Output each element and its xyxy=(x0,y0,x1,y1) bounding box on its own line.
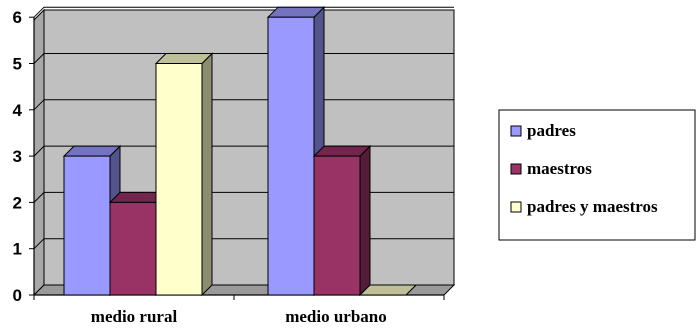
legend-swatch xyxy=(510,163,522,175)
y-axis-ticks: 0 1 2 3 4 5 6 xyxy=(13,8,23,305)
bar-front xyxy=(63,155,111,296)
y-tick-label: 2 xyxy=(13,193,22,212)
x-tick-label: medio urbano xyxy=(285,307,387,326)
gridline-side xyxy=(33,53,45,64)
bar xyxy=(358,284,418,296)
bar-top xyxy=(312,145,372,157)
gridline-side xyxy=(33,145,45,157)
legend-label: padres xyxy=(527,121,576,140)
bar-side xyxy=(201,52,213,297)
gridline-side xyxy=(33,192,45,203)
bar-front xyxy=(109,201,157,296)
y-tick-label: 1 xyxy=(13,240,22,259)
bar-front xyxy=(313,155,361,296)
y-tick-label: 5 xyxy=(13,55,22,74)
bar-top xyxy=(266,6,326,18)
x-axis-labels: medio rural medio urbano xyxy=(91,307,387,326)
bar-front xyxy=(267,16,315,296)
y-tick-label: 0 xyxy=(13,286,22,305)
bars xyxy=(62,5,418,297)
legend-label: padres y maestros xyxy=(527,197,658,216)
bar-top xyxy=(62,145,122,157)
legend-item: maestros xyxy=(510,159,592,178)
legend-item: padres y maestros xyxy=(510,197,658,216)
bar-top xyxy=(154,53,214,64)
legend-item: padres xyxy=(510,121,576,140)
side-wall xyxy=(33,8,45,297)
gridline-side xyxy=(33,99,45,111)
bar xyxy=(312,144,372,297)
bar-side xyxy=(359,144,371,297)
legend-swatch xyxy=(510,125,522,137)
bar xyxy=(154,52,214,297)
legend-label: maestros xyxy=(527,159,592,178)
legend: padres maestros padres y maestros xyxy=(498,109,696,241)
bar-top xyxy=(358,284,418,296)
bar-front xyxy=(155,63,203,296)
legend-box xyxy=(498,109,696,241)
x-tick-label: medio rural xyxy=(91,307,178,326)
y-tick-label: 6 xyxy=(13,8,22,27)
gridline-side xyxy=(33,238,45,250)
gridline-side xyxy=(33,6,45,18)
y-tick-label: 4 xyxy=(13,101,23,120)
y-tick-label: 3 xyxy=(13,147,22,166)
legend-swatch xyxy=(510,201,522,213)
